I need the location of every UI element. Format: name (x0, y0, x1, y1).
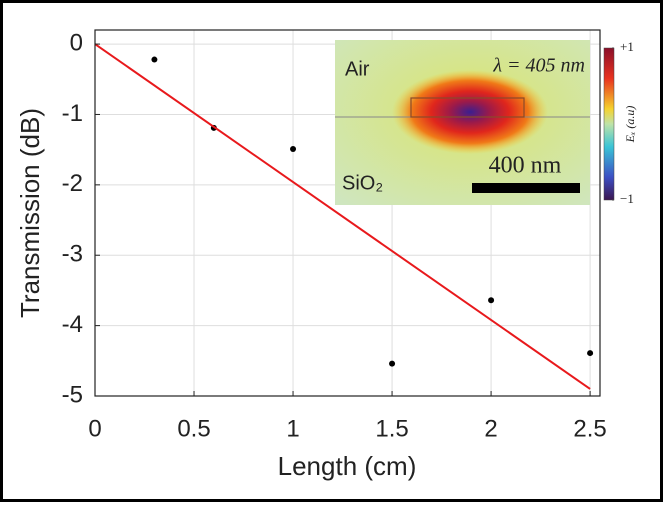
inset: Air λ = 405 nm SiO₂ 400 nm Eₓ (a.u) (335, 40, 637, 205)
annotation: 400 nm (489, 153, 562, 179)
scale-bar (472, 183, 580, 193)
x-tick-label: 2 (484, 415, 497, 442)
annotation: SiO₂ (342, 172, 383, 194)
fit-line (94, 43, 591, 390)
annotation: Air (345, 58, 370, 80)
colorbar (603, 47, 615, 201)
data-point (389, 360, 396, 367)
y-axis-label: Transmission (dB) (15, 108, 45, 318)
data-point (488, 297, 495, 304)
y-tick-label: -3 (62, 241, 83, 268)
colorbar-label: Eₓ (a.u) (623, 106, 637, 144)
y-tick-label: -2 (62, 170, 83, 197)
marks (94, 43, 594, 390)
x-tick-label: 1.5 (375, 415, 408, 442)
annotation: λ = 405 nm (492, 55, 585, 77)
x-tick-label: 1 (286, 415, 299, 442)
y-tick-label: 0 (70, 29, 83, 56)
x-tick-label: 0 (88, 415, 101, 442)
y-tick-label: -5 (62, 381, 83, 408)
waveguide (410, 97, 525, 118)
colorbar-tick-label: +1 (620, 39, 634, 54)
x-tick-label: 0.5 (177, 415, 210, 442)
colorbar-tick-label: −1 (620, 191, 634, 206)
x-tick-label: 2.5 (573, 415, 606, 442)
plot-box (94, 29, 601, 397)
data-point (151, 56, 158, 63)
data-point (587, 350, 594, 357)
y-tick-label: -1 (62, 100, 83, 127)
mode-profile (392, 70, 548, 154)
data-point (290, 145, 297, 152)
x-axis-label: Length (cm) (278, 451, 417, 481)
y-tick-label: -4 (62, 311, 83, 338)
